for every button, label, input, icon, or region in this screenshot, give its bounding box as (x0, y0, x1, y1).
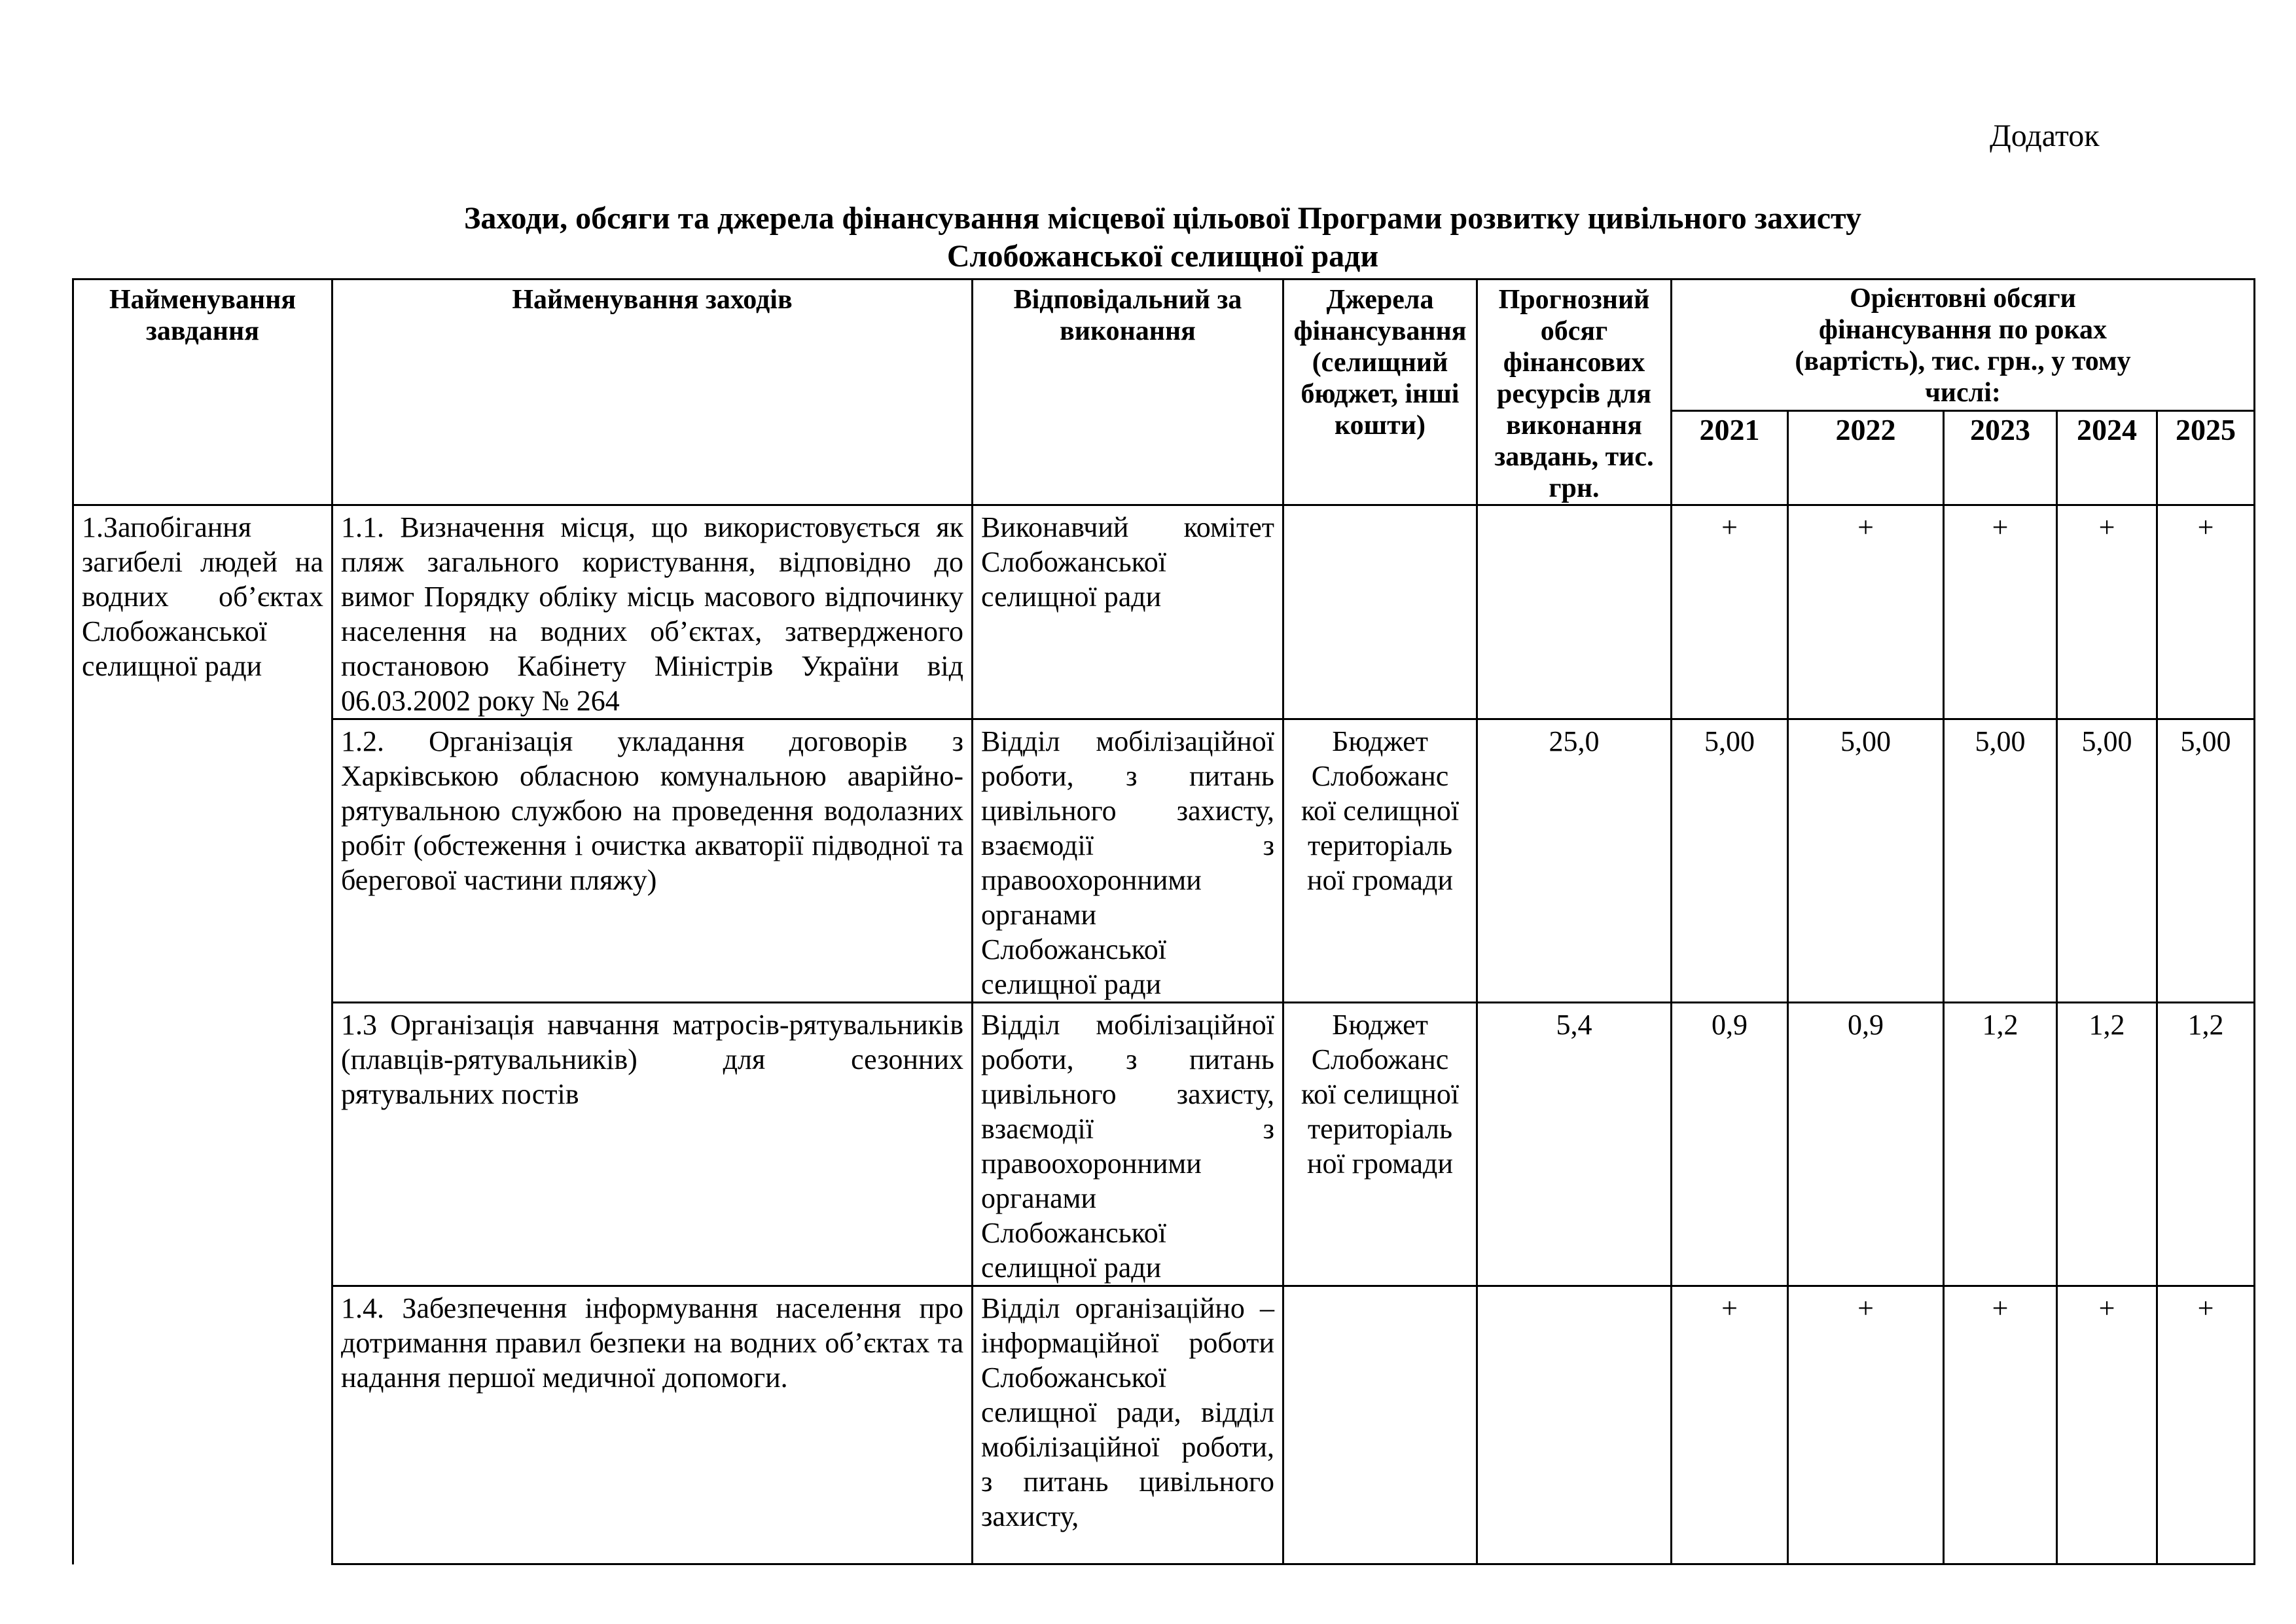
header-year: 2025 (2156, 410, 2255, 506)
year-value: 5,00 (1787, 718, 1945, 1003)
total-cell (1476, 504, 1672, 720)
measure-cell: 1.1. Визначення місця, що використовуєть… (331, 504, 973, 720)
header-sources: Джерела фінансування (селищний бюджет, і… (1282, 278, 1478, 506)
table-row: 1.2. Організація укладання договорів з Х… (73, 718, 2255, 1003)
year-value: 1,2 (2156, 1001, 2255, 1287)
year-value: 0,9 (1787, 1001, 1945, 1287)
table-row: 1.3 Організація навчання матросів-рятува… (73, 1001, 2255, 1287)
table-row: 1.Запобігання загибелі людей на водних о… (72, 504, 2255, 1564)
header-year: 2021 (1670, 410, 1789, 506)
total-cell: 5,4 (1476, 1001, 1672, 1287)
year-value: 0,9 (1670, 1001, 1789, 1287)
header-year: 2022 (1787, 410, 1945, 506)
responsible-cell: Виконавчий комітет Слобожанської селищно… (971, 504, 1284, 720)
total-cell: 25,0 (1476, 718, 1672, 1003)
year-value: 1,2 (1943, 1001, 2058, 1287)
year-value: + (2056, 504, 2158, 720)
year-value: 5,00 (2156, 718, 2255, 1003)
year-value: + (1943, 504, 2058, 720)
measure-cell: 1.4. Забезпечення інформування населення… (331, 1285, 973, 1565)
year-value: + (2156, 504, 2255, 720)
year-value: 5,00 (1670, 718, 1789, 1003)
year-value: 5,00 (2056, 718, 2158, 1003)
document-title: Заходи, обсяги та джерела фінансування м… (72, 200, 2253, 276)
year-value: 5,00 (1943, 718, 2058, 1003)
responsible-cell: Відділ мобілізаційної роботи, з питань ц… (971, 1001, 1284, 1287)
table-row: 1.4. Забезпечення інформування населення… (73, 1285, 2255, 1565)
header-years-row: 2021 2022 2023 2024 2025 (73, 410, 2255, 506)
measure-cell: 1.3 Організація навчання матросів-рятува… (331, 1001, 973, 1287)
header-year: 2024 (2056, 410, 2158, 506)
source-cell (1282, 504, 1478, 720)
source-cell: Бюджет Слобожанс кої селищної територіал… (1282, 718, 1478, 1003)
source-cell (1282, 1285, 1478, 1565)
year-value: + (1787, 504, 1945, 720)
year-value: + (1670, 1285, 1789, 1565)
source-cell: Бюджет Слобожанс кої селищної територіал… (1282, 1001, 1478, 1287)
responsible-cell: Відділ мобілізаційної роботи, з питань ц… (971, 718, 1284, 1003)
title-line-2: Слобожанської селищної ради (946, 239, 1379, 274)
header-row: Найменування завдання Найменування заход… (72, 278, 2255, 506)
year-value: + (1670, 504, 1789, 720)
header-year: 2023 (1943, 410, 2058, 506)
responsible-cell: Відділ організаційно – інформаційної роб… (971, 1285, 1284, 1565)
header-by-years: Орієнтовні обсяги фінансування по роках … (1670, 278, 2255, 412)
year-value: + (2056, 1285, 2158, 1565)
task-cell: 1.Запобігання загибелі людей на водних о… (72, 504, 333, 1564)
total-cell (1476, 1285, 1672, 1565)
header-measures: Найменування заходів (331, 278, 973, 506)
year-value: + (2156, 1285, 2255, 1565)
header-responsible: Відповідальний за виконання (971, 278, 1284, 506)
financing-table: Найменування завдання Найменування заход… (72, 278, 2255, 1565)
annex-label: Додаток (1990, 118, 2100, 153)
measure-cell: 1.2. Організація укладання договорів з Х… (331, 718, 973, 1003)
header-task: Найменування завдання (72, 278, 333, 506)
year-value: + (1943, 1285, 2058, 1565)
title-line-1: Заходи, обсяги та джерела фінансування м… (464, 201, 1861, 236)
year-value: 1,2 (2056, 1001, 2158, 1287)
header-forecast: Прогнозний обсяг фінансових ресурсів для… (1476, 278, 1672, 506)
year-value: + (1787, 1285, 1945, 1565)
